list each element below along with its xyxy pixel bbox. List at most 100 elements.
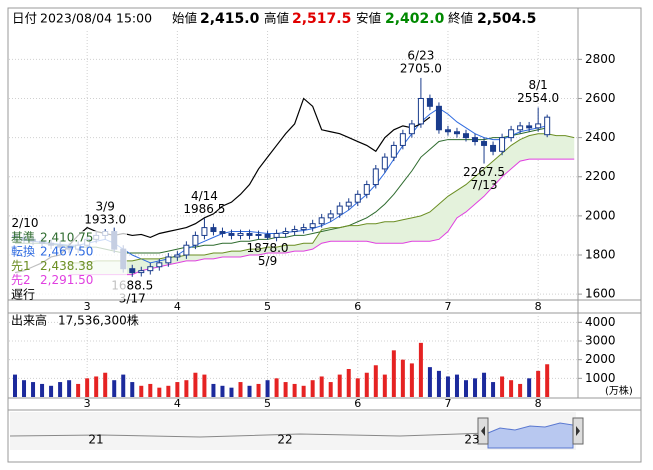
- x-tick-label: 5: [264, 397, 271, 410]
- volume-bar: [283, 382, 288, 397]
- y-tick-label: 2600: [585, 91, 616, 105]
- header-bg: [9, 9, 577, 29]
- y-tick-label: 2400: [585, 130, 616, 144]
- candle-body: [535, 123, 542, 129]
- candle-body: [508, 129, 515, 139]
- header-open: 2,415.0: [200, 11, 260, 27]
- legend-value: 2,467.50: [40, 245, 93, 259]
- volume-bar: [391, 350, 396, 397]
- volume-bar: [473, 378, 478, 397]
- volume-bar: [436, 370, 441, 397]
- legend-value: 2,291.50: [40, 273, 93, 287]
- candle-body: [282, 231, 289, 234]
- candle-body: [435, 105, 442, 131]
- x-tick-label: 3: [84, 300, 91, 313]
- volume-bar: [527, 378, 532, 397]
- y-tick-label: 1600: [585, 287, 616, 301]
- volume-bar: [175, 382, 180, 397]
- volume-bar: [509, 380, 514, 397]
- volume-bar: [265, 380, 270, 397]
- x-tick-label: 4: [174, 300, 181, 313]
- volume-bar: [536, 370, 541, 397]
- candle-body: [201, 227, 208, 236]
- volume-bar: [229, 387, 234, 397]
- candle-body: [138, 270, 145, 274]
- handle-arrow: [576, 426, 580, 436]
- volume-bar: [148, 383, 153, 397]
- volume-bar: [238, 382, 243, 397]
- candle-body: [517, 125, 524, 131]
- candle-body: [354, 193, 361, 203]
- navigator-range: [487, 422, 574, 449]
- annotation-date: 7/13: [471, 178, 498, 192]
- legend-name: 遅行: [11, 287, 35, 301]
- candle-body: [174, 254, 181, 258]
- unit-label: (万株): [605, 384, 633, 397]
- candle-body: [318, 217, 325, 225]
- volume-bar: [274, 378, 279, 397]
- candle-body: [363, 184, 370, 195]
- panel-subtitle: 17,536,300株: [58, 313, 139, 328]
- volume-bar: [482, 372, 487, 397]
- plot: 1600 1800 2000 2200 2400 2600 2800 3 4 5 6 7 8 2/10 19…: [9, 10, 633, 410]
- volume-bar: [454, 374, 459, 397]
- volume-bar: [382, 374, 387, 397]
- x-tick-label: 7: [444, 397, 451, 410]
- y-tick-label: 3000: [585, 334, 616, 348]
- x-tick-label: 7: [444, 300, 451, 313]
- volume-bar: [121, 374, 126, 397]
- volume-bar: [103, 372, 108, 397]
- volume-bar: [94, 376, 99, 397]
- volume-bar: [500, 376, 505, 397]
- volume-bar: [418, 342, 423, 397]
- candle-body: [291, 229, 298, 233]
- volume-bar: [211, 383, 216, 397]
- candle-body: [210, 227, 217, 233]
- volume-bar: [85, 378, 90, 397]
- candle-body: [426, 97, 433, 107]
- header-label: 安値: [356, 11, 381, 26]
- header-close: 2,504.5: [477, 11, 536, 27]
- volume-bar: [373, 365, 378, 397]
- x-tick-label: 6: [354, 397, 361, 410]
- panel-title: 出来高: [11, 313, 47, 328]
- candle-body: [327, 213, 334, 219]
- legend-name: 先1: [11, 259, 31, 273]
- cloud: [69, 133, 575, 275]
- volume-bar: [247, 385, 252, 397]
- volume-bar: [58, 382, 63, 397]
- volume-bar: [130, 382, 135, 397]
- navigator-label: 21: [88, 433, 103, 447]
- volume-bar: [346, 369, 351, 397]
- annotation-price: 2267.5: [463, 165, 505, 179]
- volume-bar: [157, 387, 162, 397]
- annotation-price: 1878.0: [247, 241, 289, 255]
- volume-bar: [76, 383, 81, 397]
- volume-bar: [112, 380, 117, 397]
- candle-body: [444, 129, 451, 133]
- legend-bg: [9, 231, 127, 299]
- annotation-price: 2705.0: [400, 61, 442, 75]
- volume-bar: [400, 359, 405, 397]
- candle-body: [336, 205, 343, 215]
- volume-bar: [337, 374, 342, 397]
- indicator-line: [69, 158, 575, 276]
- volume-bar: [22, 380, 27, 397]
- candle-body: [228, 232, 235, 236]
- annotation-price: 1986.5: [183, 202, 225, 216]
- candle-body: [246, 232, 253, 236]
- annotation-date: 3/9: [96, 199, 115, 213]
- y-tick-label: 2800: [585, 52, 616, 66]
- volume-bar: [464, 380, 468, 397]
- volume-bar: [256, 383, 261, 397]
- volume-bar: [328, 382, 333, 397]
- volume-bar: [49, 385, 54, 397]
- candle-body: [147, 266, 154, 272]
- x-tick-label: 8: [535, 300, 542, 313]
- volume-bar: [31, 382, 36, 397]
- volume-bar: [301, 385, 306, 397]
- candle-body: [490, 144, 497, 152]
- annotation-date: 8/1: [529, 78, 548, 92]
- header-label: 高値: [264, 11, 289, 26]
